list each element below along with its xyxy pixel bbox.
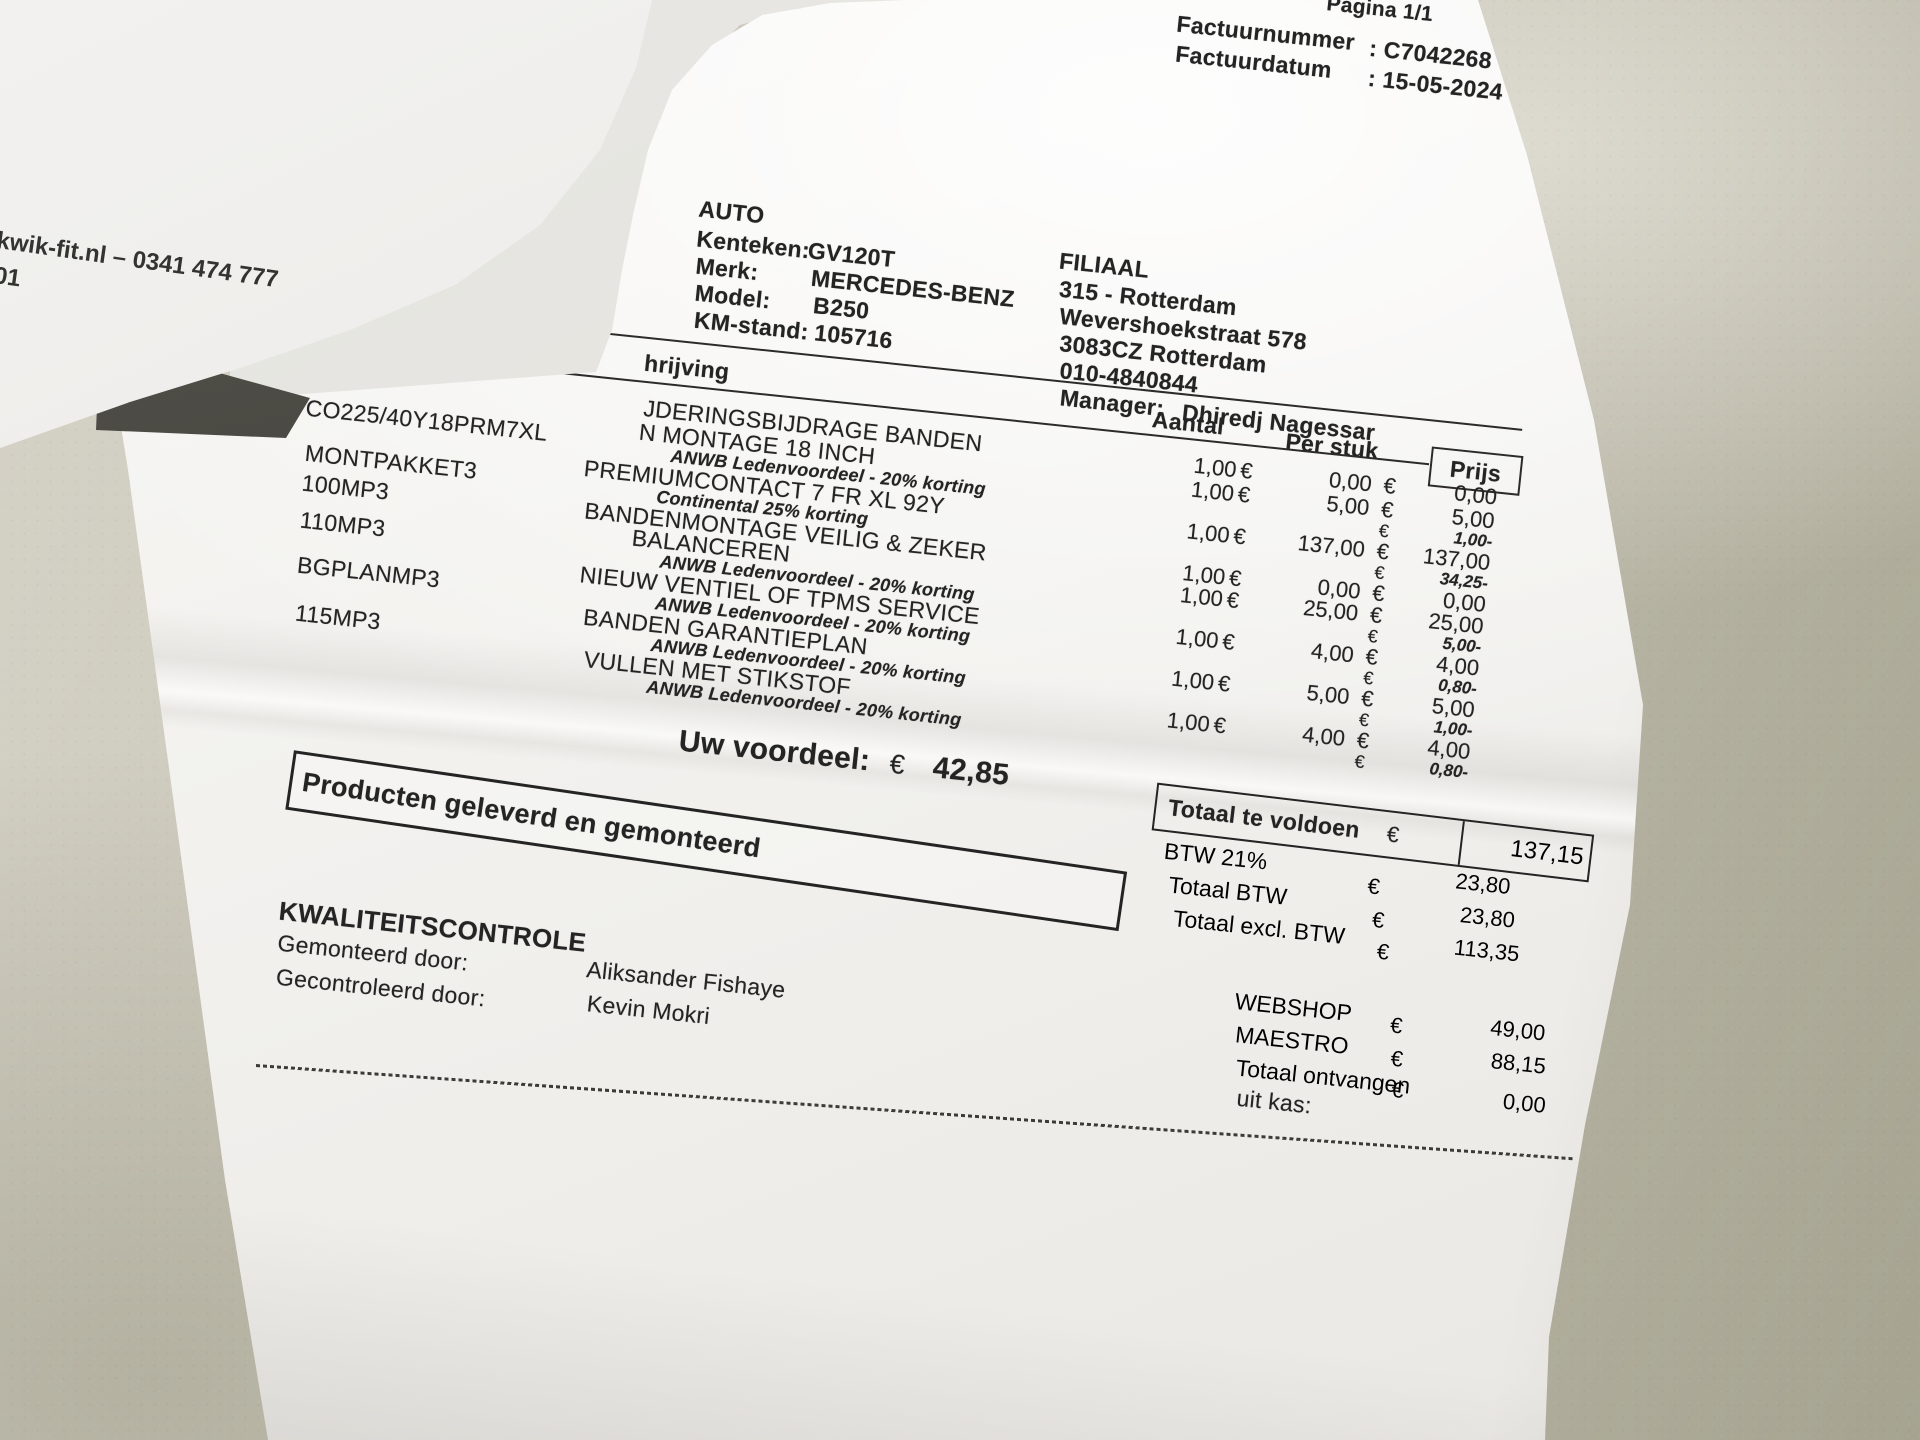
euro-sign: €: [1212, 712, 1228, 739]
note-website-phone: .kwik-fit.nl – 0341 474 777: [0, 226, 281, 294]
article-code: 110MP3: [298, 506, 387, 542]
payment-amount: 88,15: [1489, 1048, 1548, 1079]
payment-label: MAESTRO: [1234, 1021, 1350, 1059]
quality-checked-name: Kevin Mokri: [585, 990, 712, 1030]
euro-sign: €: [1368, 601, 1384, 629]
payment-label-line2: uit kas:: [1235, 1084, 1314, 1119]
totals-amount: 113,35: [1452, 934, 1521, 967]
table-header-description: hrijving: [643, 349, 731, 385]
totals-label: Totaal BTW: [1167, 871, 1289, 910]
totals-amount: 23,80: [1458, 902, 1517, 933]
article-code: BGPLANMP3: [296, 551, 442, 593]
total-due-label: Totaal te voldoen: [1166, 794, 1362, 843]
euro-sign: €: [1382, 472, 1398, 499]
euro-sign: €: [1236, 481, 1252, 508]
payment-label: WEBSHOP: [1233, 987, 1354, 1027]
article-code: CO225/40Y18PRM7XL: [304, 394, 549, 446]
euro-sign: €: [1379, 496, 1395, 523]
euro-sign: €: [888, 748, 907, 781]
total-due-amount: 137,15: [1508, 835, 1586, 871]
euro-sign: €: [1359, 685, 1375, 712]
totals-label: BTW 21%: [1162, 837, 1269, 875]
euro-sign: €: [1389, 1045, 1405, 1072]
euro-sign: €: [1221, 628, 1236, 655]
euro-sign: €: [1225, 586, 1241, 614]
payment-amount: 0,00: [1501, 1088, 1547, 1118]
vehicle-label: KM-stand:: [692, 306, 811, 345]
euro-sign: €: [1355, 727, 1371, 754]
advantage-amount: 42,85: [931, 751, 1011, 792]
payment-amount: 49,00: [1489, 1014, 1547, 1046]
euro-sign: €: [1364, 643, 1380, 670]
advantage-label: Uw voordeel:: [677, 724, 872, 778]
note-partial-number: 01: [0, 262, 23, 293]
vehicle-title: AUTO: [697, 195, 766, 229]
euro-sign: €: [1232, 523, 1248, 550]
article-code: 115MP3: [293, 599, 383, 635]
article-code: 100MP3: [300, 469, 391, 505]
euro-sign: €: [1388, 1012, 1404, 1039]
euro-sign: €: [1375, 938, 1391, 965]
euro-sign: €: [1353, 751, 1366, 773]
euro-sign: €: [1239, 457, 1254, 484]
advantage-line: Uw voordeel: € 42,85: [677, 724, 1011, 793]
euro-sign: €: [1390, 1076, 1406, 1103]
page-label: Pagina 1/1: [1325, 0, 1435, 27]
vehicle-value: 105716: [813, 319, 894, 354]
euro-sign: €: [1385, 821, 1401, 848]
euro-sign: €: [1375, 538, 1391, 565]
euro-sign: €: [1216, 670, 1232, 697]
delivered-note: Producten geleverd en gemonteerd: [300, 766, 763, 863]
